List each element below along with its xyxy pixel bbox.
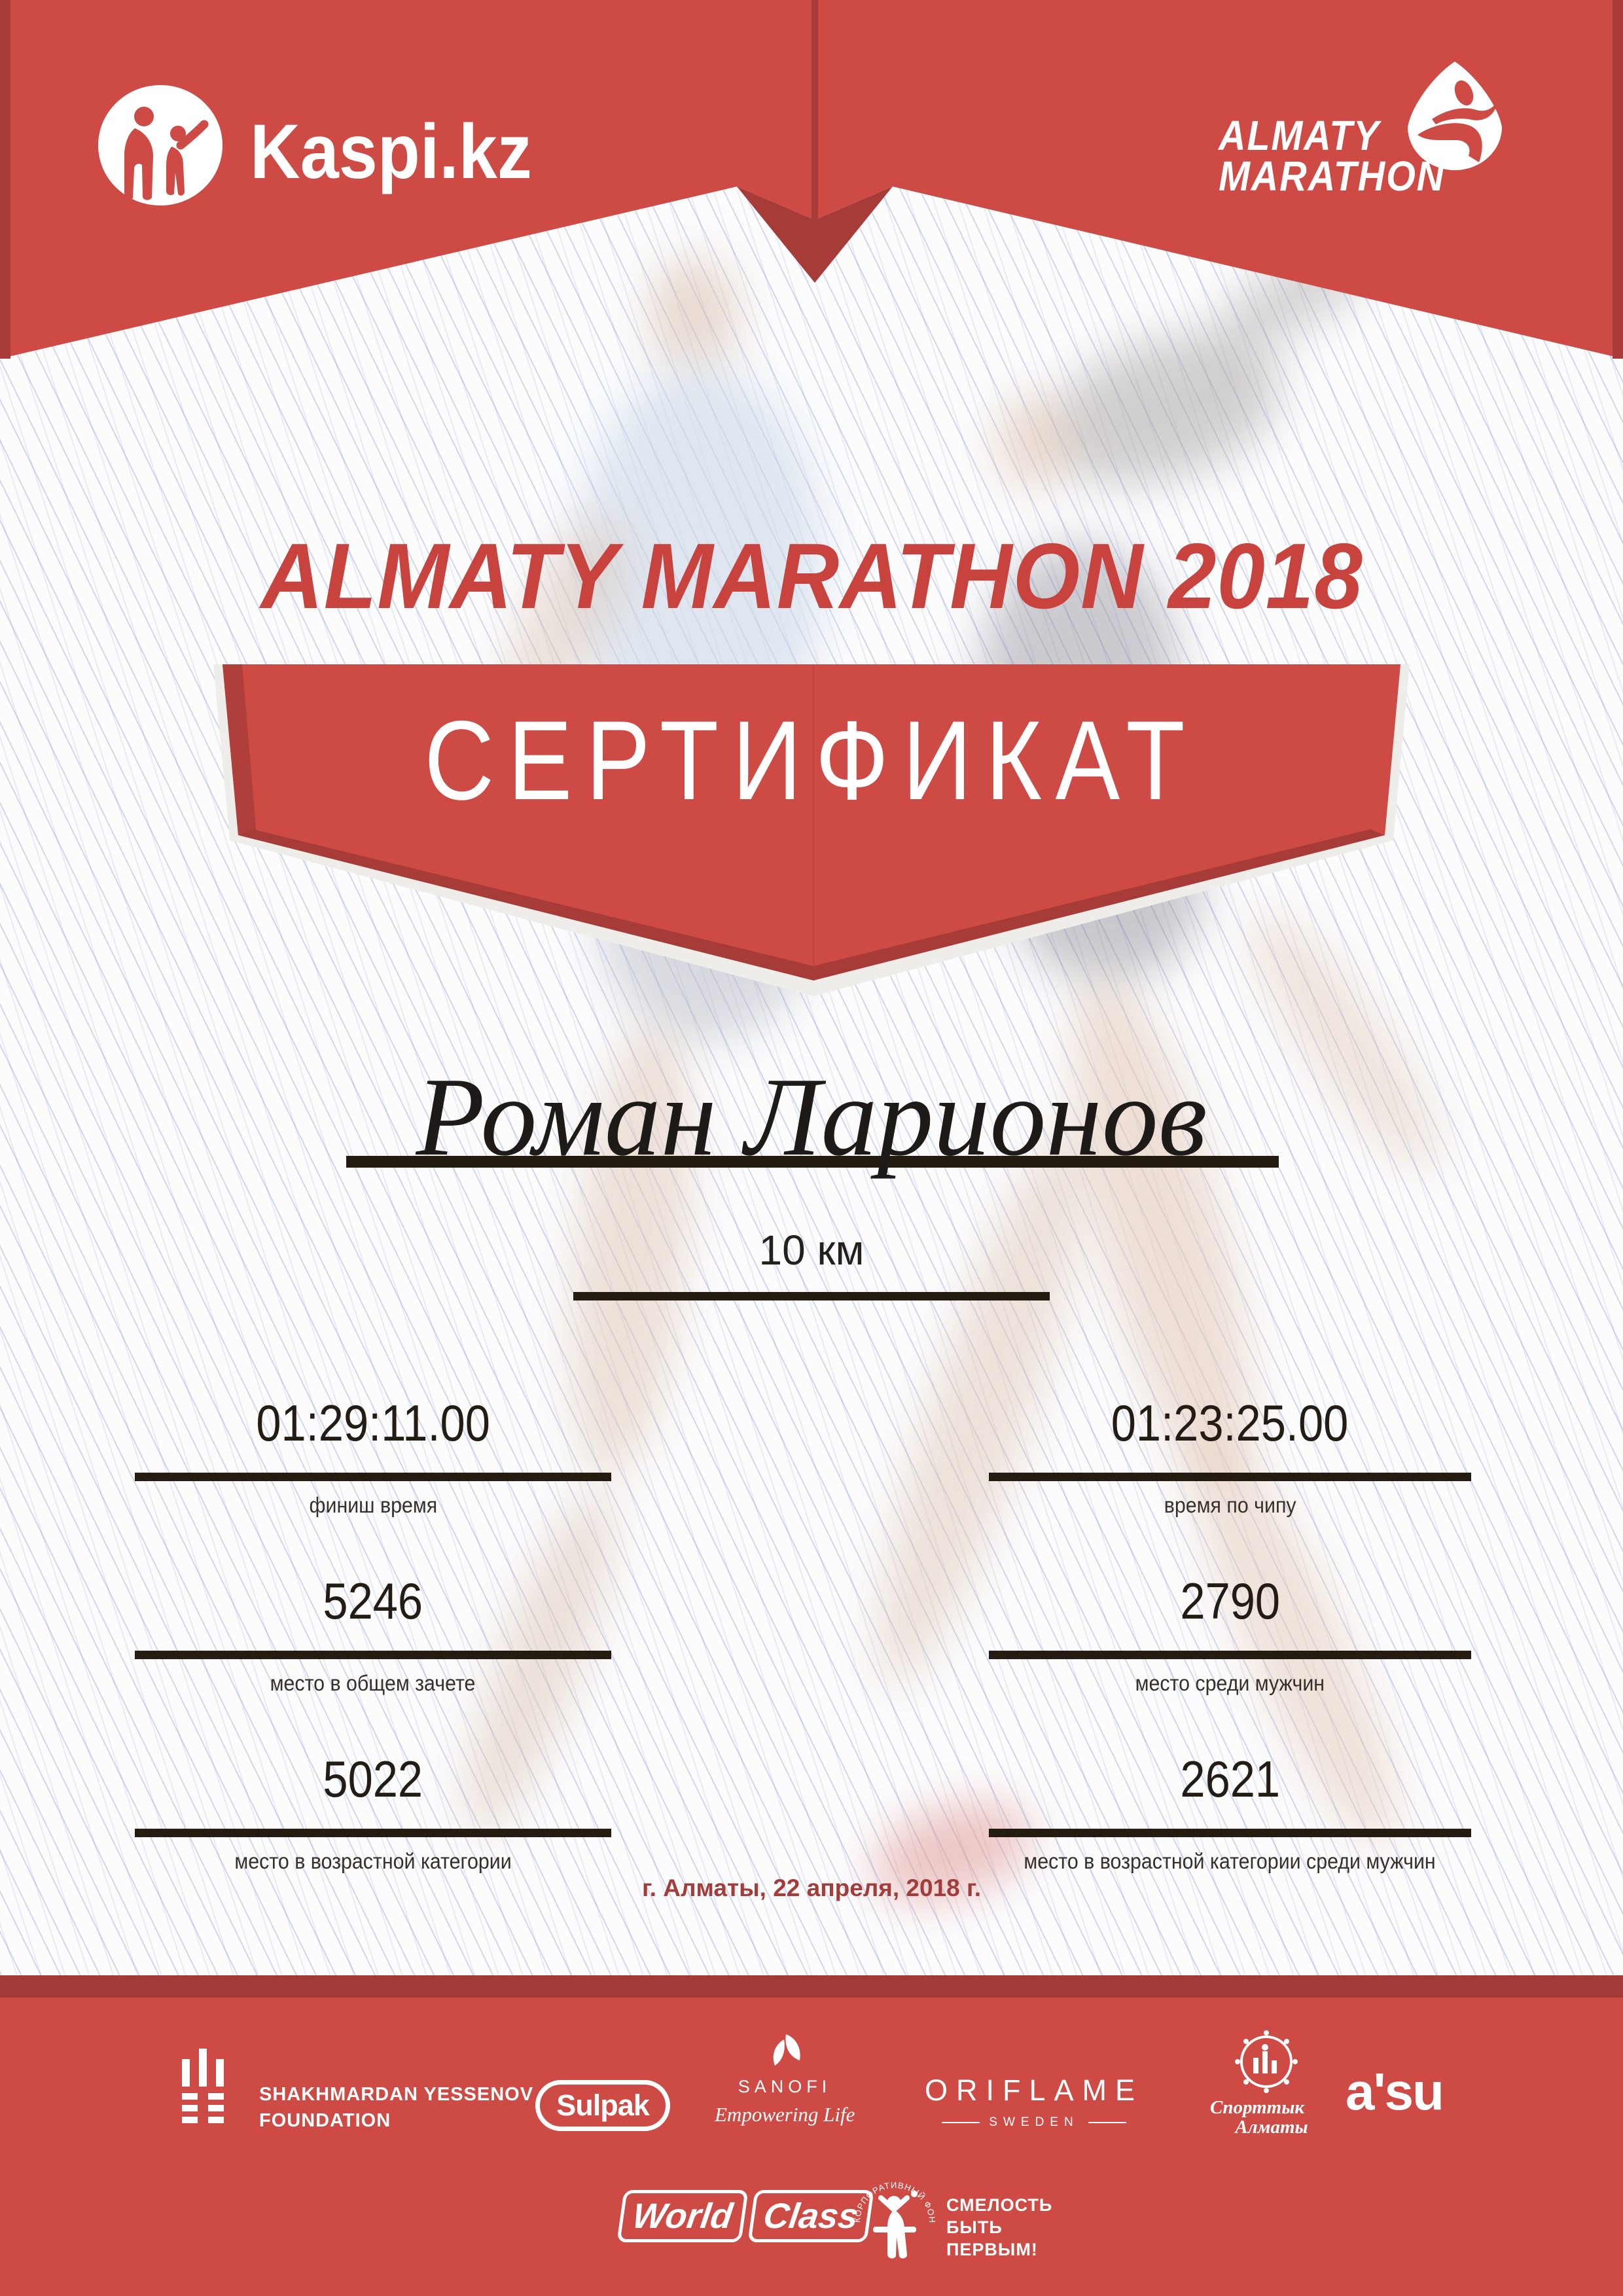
event-title: ALMATY MARATHON 2018 xyxy=(260,524,1363,628)
worldclass-word1: World xyxy=(616,2190,749,2242)
race-distance: 10 км xyxy=(758,1227,865,1274)
stat-label: место среди мужчин xyxy=(1135,1671,1325,1695)
sporttyq-line1: Спорттык xyxy=(1209,2097,1305,2118)
fund-motto: СМЕЛОСТЬ БЫТЬ ПЕРВЫМ! xyxy=(946,2194,1052,2261)
stat-underline xyxy=(135,1829,611,1837)
kaspi-logo-text: Kaspi.kz xyxy=(250,109,532,195)
kaspi-figures-icon xyxy=(98,85,223,206)
stat-value: 2790 xyxy=(1180,1572,1280,1630)
distance-underline xyxy=(573,1292,1050,1300)
fund-line2: БЫТЬ xyxy=(946,2217,1003,2237)
stat-value: 2621 xyxy=(1180,1750,1280,1808)
oriflame-name: ORIFLAME xyxy=(924,2073,1144,2107)
stat-value: 01:29:11.00 xyxy=(256,1394,490,1452)
stat-underline xyxy=(989,1829,1471,1837)
sponsor-asu: a'su xyxy=(1346,2062,1444,2121)
sponsors-band xyxy=(0,1998,1623,2296)
sanofi-name: SANOFI xyxy=(738,2077,832,2096)
sponsor-yessenov: SHAKHMARDAN YESSENOV FOUNDATION xyxy=(259,2081,533,2134)
yessenov-line1: SHAKHMARDAN YESSENOV xyxy=(259,2084,534,2105)
stat-label: место в возрастной категории среди мужчи… xyxy=(1024,1849,1436,1873)
sponsor-sanofi: SANOFI Empowering Life xyxy=(715,2033,855,2126)
fund-line1: СМЕЛОСТЬ xyxy=(946,2195,1053,2215)
stat-age-men-place: 2621 место в возрастной категории среди … xyxy=(989,1749,1471,1874)
stat-underline xyxy=(989,1473,1471,1481)
oriflame-country: SWEDEN xyxy=(989,2115,1079,2129)
stat-men-place: 2790 место среди мужчин xyxy=(989,1571,1471,1696)
sporttyq-emblem-icon xyxy=(1235,2030,1298,2093)
stat-overall-place: 5246 место в общем зачете xyxy=(135,1571,611,1696)
header-ribbon xyxy=(0,0,1623,359)
certificate-plaque xyxy=(213,664,1410,996)
stat-value: 5022 xyxy=(323,1750,423,1808)
stat-value: 5246 xyxy=(323,1572,423,1630)
stat-finish-time: 01:29:11.00 финиш время xyxy=(135,1393,611,1518)
stat-underline xyxy=(989,1651,1471,1659)
footer-accent-stripe xyxy=(0,1975,1623,1998)
participant-name: Роман Ларионов xyxy=(416,1055,1207,1179)
sponsor-sporttyq: Спорттык Алматы xyxy=(1202,2029,1313,2137)
stat-underline xyxy=(135,1473,611,1481)
fund-line3: ПЕРВЫМ! xyxy=(946,2240,1038,2259)
sporttyq-line2: Алматы xyxy=(1235,2117,1308,2138)
sanofi-tagline: Empowering Life xyxy=(715,2103,855,2126)
stat-age-place: 5022 место в возрастной категории xyxy=(135,1749,611,1874)
stat-underline xyxy=(135,1651,611,1659)
stat-label: время по чипу xyxy=(1164,1493,1296,1517)
sanofi-bird-icon xyxy=(773,2034,800,2066)
event-date: г. Алматы, 22 апреля, 2018 г. xyxy=(642,1874,981,1901)
stat-chip-time: 01:23:25.00 время по чипу xyxy=(989,1393,1471,1518)
sponsor-oriflame: ORIFLAME SWEDEN xyxy=(915,2073,1153,2130)
marathon-runner-icon xyxy=(1408,62,1502,170)
marathon-logo-line1: ALMATY xyxy=(1219,112,1380,159)
stat-label: место в возрастной категории xyxy=(234,1849,512,1873)
name-underline xyxy=(346,1156,1279,1168)
stat-value: 01:23:25.00 xyxy=(1111,1394,1349,1452)
stat-label: финиш время xyxy=(309,1493,437,1517)
marathon-logo-text: ALMATY MARATHON xyxy=(1219,112,1446,200)
sponsor-sulpak: Sulpak xyxy=(535,2080,670,2131)
yessenov-blocks-icon xyxy=(182,2049,224,2123)
certificate-label: СЕРТИФИКАТ xyxy=(424,698,1199,823)
stat-label: место в общем зачете xyxy=(270,1671,476,1695)
fund-runner-icon: КОРПОРАТИВНЫЙ ФОНД xyxy=(851,2172,936,2259)
yessenov-line2: FOUNDATION xyxy=(259,2110,391,2131)
oriflame-left-line xyxy=(942,2122,980,2123)
oriflame-right-line xyxy=(1088,2122,1126,2123)
marathon-logo-line2: MARATHON xyxy=(1219,152,1446,200)
sponsor-worldclass: World Class xyxy=(616,2190,874,2242)
